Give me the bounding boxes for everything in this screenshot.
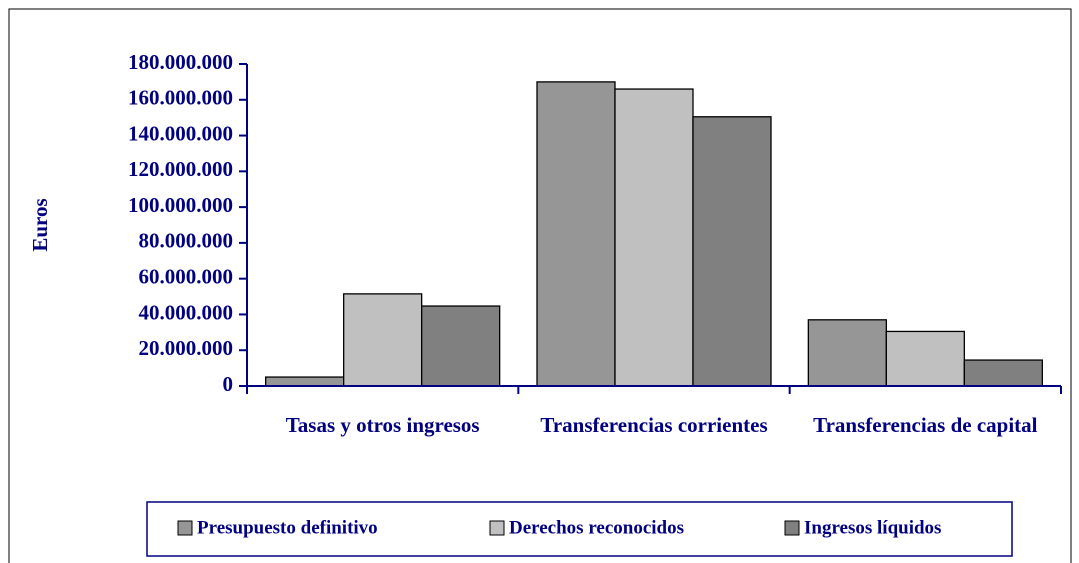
bar xyxy=(265,376,345,387)
legend-label: Derechos reconocidos xyxy=(509,517,684,538)
legend-box xyxy=(146,501,1013,557)
y-tick-label: 0 xyxy=(223,372,234,396)
bar xyxy=(421,305,501,387)
legend-label: Presupuesto definitivo xyxy=(197,517,378,538)
bar xyxy=(614,88,694,387)
bar xyxy=(807,319,887,387)
y-tick-label: 160.000.000 xyxy=(128,86,233,110)
x-tick-label: Transferencias de capital xyxy=(813,413,1038,437)
y-tick-label: 80.000.000 xyxy=(139,229,234,253)
x-tick-label: Transferencias corrientes xyxy=(540,413,768,437)
y-tick-label: 20.000.000 xyxy=(139,336,234,360)
legend-swatch xyxy=(489,520,505,536)
y-tick-label: 140.000.000 xyxy=(128,121,233,145)
legend-swatch xyxy=(784,520,800,536)
y-tick-label: 100.000.000 xyxy=(128,193,233,217)
y-tick-label: 180.000.000 xyxy=(128,50,233,74)
y-axis-title: Euros xyxy=(28,198,52,251)
chart-frame xyxy=(8,8,1072,563)
y-tick-label: 60.000.000 xyxy=(139,264,234,288)
bar xyxy=(963,359,1043,387)
bar xyxy=(692,116,772,387)
y-tick-label: 40.000.000 xyxy=(139,300,234,324)
bar xyxy=(885,330,965,387)
bar xyxy=(343,293,423,387)
y-tick-label: 120.000.000 xyxy=(128,157,233,181)
legend-swatch xyxy=(177,520,193,536)
bar xyxy=(536,81,616,387)
x-tick-label: Tasas y otros ingresos xyxy=(285,413,480,437)
legend-label: Ingresos líquidos xyxy=(804,517,941,538)
